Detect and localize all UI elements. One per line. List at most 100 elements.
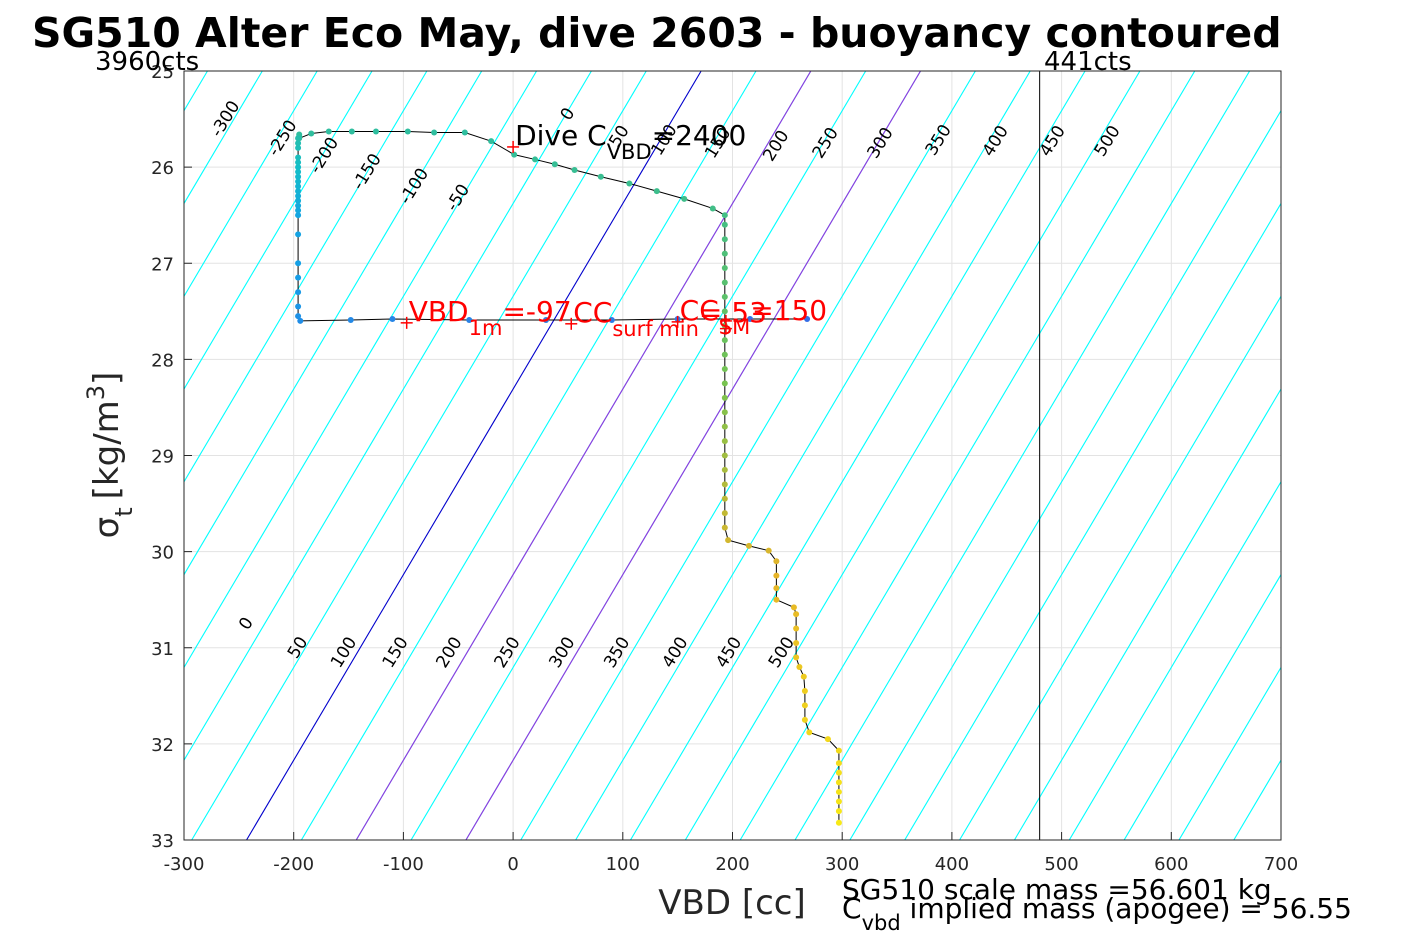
contour-line bbox=[630, 71, 1086, 840]
data-point bbox=[721, 481, 728, 488]
data-point bbox=[295, 135, 302, 142]
data-point bbox=[721, 221, 728, 228]
data-point bbox=[295, 313, 302, 320]
svg-text:σt[kg/m3]: σt [kg/m3] bbox=[82, 372, 138, 539]
data-point bbox=[835, 808, 842, 815]
data-point bbox=[597, 173, 604, 180]
x-tick-label: 100 bbox=[606, 854, 640, 875]
y-tick-label: 26 bbox=[151, 158, 174, 179]
contour-line bbox=[1068, 480, 1281, 840]
data-point bbox=[295, 274, 302, 281]
data-point bbox=[295, 178, 302, 185]
y-axis-ticks: 25 26 27 28 29 30 31 32 33 bbox=[151, 62, 192, 852]
data-point bbox=[295, 173, 302, 180]
data-point bbox=[721, 365, 728, 372]
data-point bbox=[295, 260, 302, 267]
contour-line bbox=[794, 71, 1251, 840]
data-point bbox=[793, 654, 800, 661]
data-point bbox=[721, 351, 728, 358]
data-point bbox=[543, 316, 550, 323]
data-point bbox=[389, 316, 396, 323]
contour-line bbox=[184, 71, 263, 205]
data-point bbox=[721, 524, 728, 531]
corner-label-left: 3960cts bbox=[95, 47, 199, 77]
data-point bbox=[835, 819, 842, 826]
data-point bbox=[796, 663, 803, 670]
contour-line bbox=[184, 71, 483, 576]
data-point bbox=[824, 736, 831, 743]
data-point bbox=[835, 760, 842, 767]
data-point bbox=[488, 138, 495, 145]
data-point bbox=[295, 144, 302, 151]
contour-line bbox=[575, 71, 1031, 840]
contour-line bbox=[959, 295, 1281, 840]
y-tick-label: 28 bbox=[151, 350, 174, 371]
contour-line bbox=[739, 71, 1196, 840]
data-point bbox=[773, 585, 780, 592]
data-point bbox=[721, 394, 728, 401]
data-point bbox=[793, 611, 800, 618]
marker-label: VBD1m=-97 bbox=[409, 295, 572, 340]
y-tick-label: 25 bbox=[151, 62, 174, 83]
data-point bbox=[511, 151, 518, 158]
data-point bbox=[721, 279, 728, 286]
contour-line bbox=[1289, 71, 1417, 840]
x-tick-label: 600 bbox=[1154, 854, 1188, 875]
data-point bbox=[404, 128, 411, 135]
data-point bbox=[295, 212, 302, 219]
data-point bbox=[835, 769, 842, 776]
contour-line-highlight bbox=[355, 71, 812, 840]
contour-line bbox=[849, 109, 1281, 840]
y-axis-label-symbol: σ bbox=[87, 517, 127, 539]
contour-line-neutral bbox=[246, 71, 702, 840]
y-axis-label-unit-close: ] bbox=[87, 372, 127, 385]
data-point bbox=[295, 168, 302, 175]
y-tick-label: 32 bbox=[151, 735, 174, 756]
x-tick-label: 700 bbox=[1264, 854, 1298, 875]
data-point bbox=[793, 625, 800, 632]
contour-line bbox=[684, 71, 1141, 840]
contour-line bbox=[184, 71, 428, 483]
data-point bbox=[653, 188, 660, 195]
marker-label: Dive CVBD=2400 bbox=[515, 119, 746, 164]
contour-line bbox=[1123, 573, 1281, 840]
data-point bbox=[765, 547, 772, 554]
data-point bbox=[721, 380, 728, 387]
data-point bbox=[721, 236, 728, 243]
y-axis-label: σt [kg/m3] bbox=[82, 372, 138, 539]
data-point bbox=[295, 140, 302, 147]
series-points bbox=[295, 128, 842, 826]
x-tick-label: -200 bbox=[273, 854, 314, 875]
y-axis-label-sub: t bbox=[110, 507, 138, 516]
x-tick-label: 200 bbox=[715, 854, 749, 875]
data-point bbox=[295, 303, 302, 310]
data-point bbox=[551, 161, 558, 168]
data-point bbox=[466, 316, 473, 323]
data-point bbox=[801, 716, 808, 723]
footer-implied-mass-c: C bbox=[842, 892, 862, 925]
data-point bbox=[747, 316, 754, 323]
x-tick-label: 500 bbox=[1044, 854, 1078, 875]
data-point bbox=[721, 308, 728, 315]
data-point bbox=[721, 438, 728, 445]
contour-line bbox=[300, 71, 757, 840]
y-axis-label-unit: [kg/m bbox=[87, 400, 127, 499]
data-point bbox=[297, 317, 304, 324]
data-point bbox=[325, 128, 332, 135]
data-point bbox=[721, 495, 728, 502]
x-axis-ticks: -300 -200 -100 0 100 200 300 400 500 600 700 bbox=[164, 832, 1298, 875]
data-point bbox=[295, 164, 302, 171]
chart-title: SG510 Alter Eco May, dive 2603 - buoyanc… bbox=[32, 9, 1282, 57]
data-point bbox=[773, 572, 780, 579]
x-tick-label: 0 bbox=[507, 854, 518, 875]
data-point bbox=[295, 207, 302, 214]
footer-implied-mass-sub: vbd bbox=[862, 911, 901, 935]
data-point bbox=[745, 542, 752, 549]
data-point bbox=[801, 702, 808, 709]
data-point bbox=[347, 316, 354, 323]
y-axis-label-unit-exp: 3 bbox=[82, 385, 110, 400]
data-point bbox=[532, 156, 539, 163]
series-line bbox=[298, 131, 840, 823]
data-point bbox=[835, 747, 842, 754]
data-point bbox=[709, 205, 716, 212]
